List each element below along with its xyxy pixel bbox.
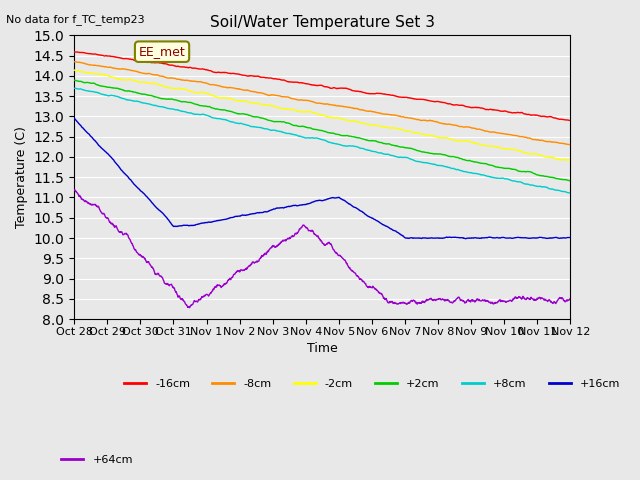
Text: EE_met: EE_met (139, 45, 186, 58)
Text: No data for f_TC_temp23: No data for f_TC_temp23 (6, 14, 145, 25)
Legend: -16cm, -8cm, -2cm, +2cm, +8cm, +16cm: -16cm, -8cm, -2cm, +2cm, +8cm, +16cm (120, 374, 625, 393)
X-axis label: Time: Time (307, 342, 338, 355)
Legend: +64cm: +64cm (57, 451, 137, 469)
Title: Soil/Water Temperature Set 3: Soil/Water Temperature Set 3 (210, 15, 435, 30)
Y-axis label: Temperature (C): Temperature (C) (15, 126, 28, 228)
